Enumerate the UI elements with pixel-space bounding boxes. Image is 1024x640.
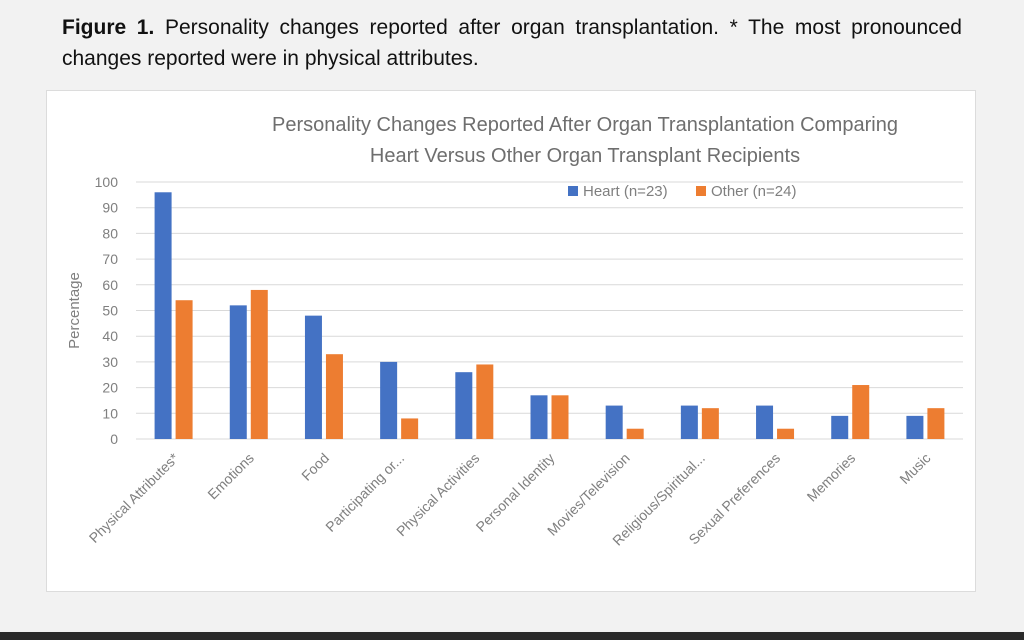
- x-tick-label: Participating or...: [322, 450, 407, 535]
- bar-other: [325, 354, 343, 439]
- chart-title-line: Heart Versus Other Organ Transplant Reci…: [370, 145, 800, 167]
- legend-swatch-other: [696, 186, 706, 196]
- x-tick-label: Memories: [804, 450, 859, 505]
- bar-other: [927, 408, 945, 439]
- y-tick-label: 50: [102, 303, 118, 319]
- bar-other: [551, 395, 569, 439]
- legend-label-other: Other (n=24): [711, 183, 796, 200]
- bar-chart: Personality Changes Reported After Organ…: [66, 114, 963, 549]
- bar-other: [777, 428, 795, 439]
- x-tick-label: Physical Attributes*: [86, 449, 182, 545]
- y-tick-label: 30: [102, 354, 118, 370]
- bottom-bar: [0, 632, 1024, 640]
- bar-heart: [154, 192, 172, 439]
- x-tick-label: Emotions: [204, 450, 257, 503]
- bar-other: [852, 385, 870, 439]
- y-tick-label: 80: [102, 225, 118, 241]
- y-tick-label: 100: [95, 174, 119, 190]
- x-tick-label: Music: [896, 450, 933, 487]
- bar-other: [476, 364, 494, 439]
- x-tick-label: Movies/Television: [544, 450, 633, 539]
- bar-other: [626, 428, 644, 439]
- bar-other: [401, 418, 419, 439]
- chart-container: Personality Changes Reported After Organ…: [46, 90, 976, 592]
- x-tick-label: Food: [298, 450, 332, 484]
- bar-heart: [831, 415, 849, 439]
- x-tick-label: Personal Identity: [473, 450, 558, 535]
- bar-heart: [906, 415, 924, 439]
- figure-label: Figure 1.: [62, 16, 155, 39]
- x-tick-label: Physical Activities: [393, 450, 482, 539]
- bar-heart: [530, 395, 548, 439]
- bar-heart: [380, 361, 398, 439]
- bar-heart: [304, 315, 322, 439]
- bar-heart: [229, 305, 247, 439]
- bar-other: [250, 289, 268, 439]
- bar-heart: [455, 372, 473, 439]
- bar-other: [701, 408, 719, 439]
- figure-caption-text: Personality changes reported after organ…: [62, 16, 962, 70]
- y-tick-label: 0: [110, 431, 118, 447]
- bar-heart: [680, 405, 698, 439]
- y-tick-label: 60: [102, 277, 118, 293]
- legend-label-heart: Heart (n=23): [583, 183, 668, 200]
- y-tick-label: 70: [102, 251, 118, 267]
- bar-heart: [605, 405, 623, 439]
- bar-other: [175, 300, 193, 439]
- y-tick-label: 90: [102, 200, 118, 216]
- y-axis-label: Percentage: [66, 272, 83, 349]
- chart-title-line: Personality Changes Reported After Organ…: [272, 114, 898, 136]
- y-tick-label: 10: [102, 405, 118, 421]
- y-tick-label: 20: [102, 380, 118, 396]
- figure-caption: Figure 1. Personality changes reported a…: [62, 12, 962, 74]
- y-tick-label: 40: [102, 328, 118, 344]
- bar-heart: [756, 405, 774, 439]
- legend-swatch-heart: [568, 186, 578, 196]
